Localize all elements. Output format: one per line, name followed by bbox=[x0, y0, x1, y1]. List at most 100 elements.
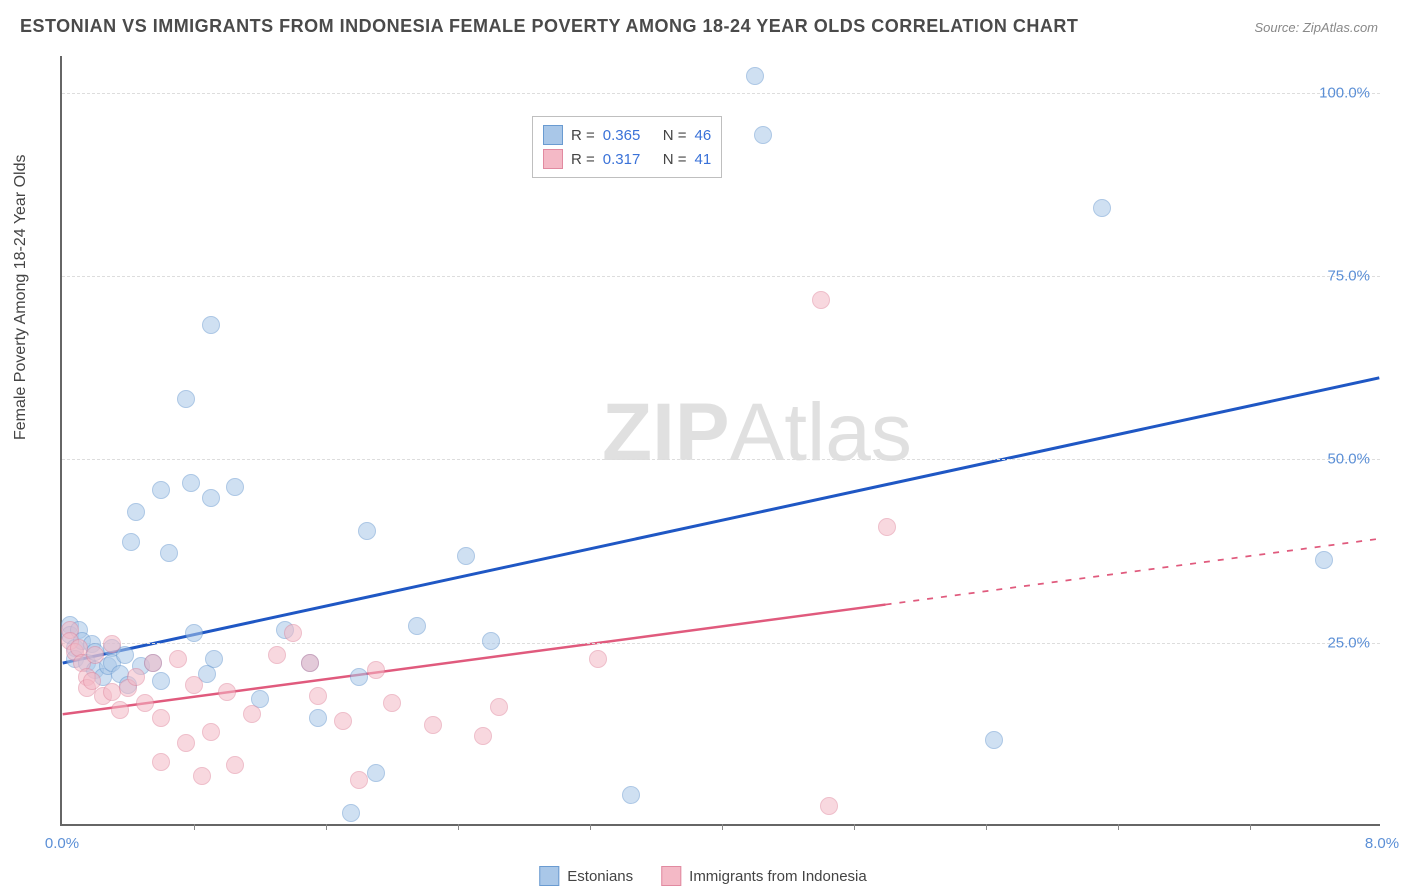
data-point bbox=[309, 687, 327, 705]
gridline bbox=[62, 643, 1380, 644]
x-tick-mark bbox=[326, 824, 327, 830]
data-point bbox=[490, 698, 508, 716]
data-point bbox=[383, 694, 401, 712]
data-point bbox=[284, 624, 302, 642]
correlation-legend: R = 0.365 N = 46 R = 0.317 N = 41 bbox=[532, 116, 722, 178]
data-point bbox=[358, 522, 376, 540]
data-point bbox=[202, 316, 220, 334]
gridline bbox=[62, 459, 1380, 460]
data-point bbox=[169, 650, 187, 668]
y-tick-label: 50.0% bbox=[1327, 451, 1370, 468]
legend-n-label: N = bbox=[663, 127, 687, 144]
legend-swatch bbox=[539, 866, 559, 886]
x-tick-mark bbox=[194, 824, 195, 830]
source-attribution: Source: ZipAtlas.com bbox=[1254, 20, 1378, 35]
chart-title: ESTONIAN VS IMMIGRANTS FROM INDONESIA FE… bbox=[20, 16, 1078, 37]
data-point bbox=[136, 694, 154, 712]
y-tick-label: 100.0% bbox=[1319, 84, 1370, 101]
data-point bbox=[367, 764, 385, 782]
data-point bbox=[152, 709, 170, 727]
data-point bbox=[482, 632, 500, 650]
data-point bbox=[185, 676, 203, 694]
legend-r-value: 0.365 bbox=[603, 127, 655, 144]
x-tick-mark bbox=[722, 824, 723, 830]
x-tick-mark bbox=[590, 824, 591, 830]
data-point bbox=[152, 672, 170, 690]
legend-n-value: 41 bbox=[695, 151, 712, 168]
legend-item: Estonians bbox=[539, 866, 633, 886]
gridline bbox=[62, 276, 1380, 277]
scatter-plot-area: ZIPAtlas 25.0%50.0%75.0%100.0%0.0%8.0%R … bbox=[60, 56, 1380, 826]
x-tick-mark bbox=[1118, 824, 1119, 830]
data-point bbox=[185, 624, 203, 642]
data-point bbox=[367, 661, 385, 679]
data-point bbox=[622, 786, 640, 804]
legend-swatch bbox=[543, 125, 563, 145]
trendline-dashed bbox=[886, 539, 1380, 605]
data-point bbox=[243, 705, 261, 723]
watermark: ZIPAtlas bbox=[602, 386, 912, 480]
data-point bbox=[754, 126, 772, 144]
data-point bbox=[127, 503, 145, 521]
legend-label: Estonians bbox=[567, 868, 633, 885]
legend-r-label: R = bbox=[571, 127, 595, 144]
data-point bbox=[424, 716, 442, 734]
data-point bbox=[127, 668, 145, 686]
legend-row: R = 0.317 N = 41 bbox=[543, 147, 711, 171]
data-point bbox=[812, 291, 830, 309]
data-point bbox=[350, 771, 368, 789]
x-tick-mark bbox=[458, 824, 459, 830]
data-point bbox=[103, 635, 121, 653]
y-tick-label: 25.0% bbox=[1327, 634, 1370, 651]
data-point bbox=[177, 734, 195, 752]
data-point bbox=[334, 712, 352, 730]
data-point bbox=[86, 646, 104, 664]
data-point bbox=[182, 474, 200, 492]
data-point bbox=[152, 481, 170, 499]
gridline bbox=[62, 93, 1380, 94]
data-point bbox=[202, 489, 220, 507]
data-point bbox=[746, 67, 764, 85]
data-point bbox=[152, 753, 170, 771]
data-point bbox=[202, 723, 220, 741]
legend-label: Immigrants from Indonesia bbox=[689, 868, 867, 885]
data-point bbox=[122, 533, 140, 551]
data-point bbox=[111, 701, 129, 719]
data-point bbox=[457, 547, 475, 565]
data-point bbox=[1315, 551, 1333, 569]
x-tick-mark bbox=[1250, 824, 1251, 830]
legend-swatch bbox=[661, 866, 681, 886]
data-point bbox=[878, 518, 896, 536]
data-point bbox=[408, 617, 426, 635]
legend-item: Immigrants from Indonesia bbox=[661, 866, 867, 886]
data-point bbox=[218, 683, 236, 701]
data-point bbox=[589, 650, 607, 668]
data-point bbox=[103, 683, 121, 701]
data-point bbox=[350, 668, 368, 686]
data-point bbox=[144, 654, 162, 672]
legend-swatch bbox=[543, 149, 563, 169]
legend-row: R = 0.365 N = 46 bbox=[543, 123, 711, 147]
legend-n-value: 46 bbox=[695, 127, 712, 144]
data-point bbox=[474, 727, 492, 745]
data-point bbox=[1093, 199, 1111, 217]
legend-n-label: N = bbox=[663, 151, 687, 168]
y-tick-label: 75.0% bbox=[1327, 268, 1370, 285]
data-point bbox=[342, 804, 360, 822]
data-point bbox=[205, 650, 223, 668]
data-point bbox=[301, 654, 319, 672]
data-point bbox=[226, 756, 244, 774]
legend-bottom: Estonians Immigrants from Indonesia bbox=[539, 866, 866, 886]
legend-r-value: 0.317 bbox=[603, 151, 655, 168]
data-point bbox=[226, 478, 244, 496]
data-point bbox=[309, 709, 327, 727]
trendline bbox=[63, 378, 1380, 663]
x-tick-mark bbox=[854, 824, 855, 830]
data-point bbox=[985, 731, 1003, 749]
data-point bbox=[268, 646, 286, 664]
data-point bbox=[160, 544, 178, 562]
x-tick-mark bbox=[986, 824, 987, 830]
y-axis-label: Female Poverty Among 18-24 Year Olds bbox=[12, 155, 30, 441]
data-point bbox=[820, 797, 838, 815]
legend-r-label: R = bbox=[571, 151, 595, 168]
